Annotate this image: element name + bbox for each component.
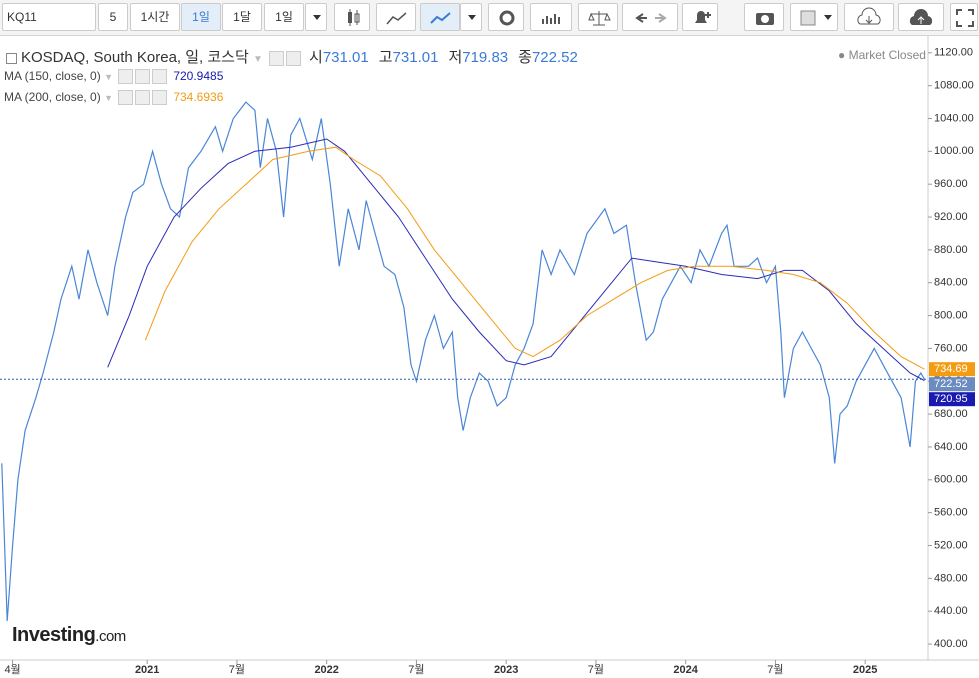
y-tick-label: 640.00 — [934, 441, 968, 453]
study-icon[interactable] — [118, 69, 134, 85]
ohlc-label: 저 — [448, 49, 463, 66]
y-tick-label: 920.00 — [934, 211, 968, 223]
study-row: MA (200, close, 0) ▼ 734.6936 — [4, 90, 224, 106]
candle-button[interactable] — [334, 3, 370, 31]
interval-button[interactable]: 1달 — [222, 3, 262, 31]
logo: Investing.com — [12, 624, 126, 647]
ohlc-value: 731.01 — [392, 49, 439, 66]
area-button[interactable] — [376, 3, 416, 31]
x-tick-label: 7월 — [767, 663, 783, 676]
fullscreen-button[interactable] — [950, 3, 978, 31]
load-button[interactable] — [844, 3, 894, 31]
chart-header: KOSDAQ, South Korea, 일, 코스닥 ▼ 시731.01 고73… — [6, 46, 588, 67]
ohlc-value: 722.52 — [531, 49, 578, 66]
symbol-input[interactable]: KQ11 — [2, 3, 96, 31]
price-label-box — [929, 377, 975, 392]
y-tick-label: 800.00 — [934, 309, 968, 321]
line-button[interactable] — [420, 3, 460, 31]
save-button[interactable] — [898, 3, 944, 31]
price-label: 720.95 — [934, 393, 968, 405]
y-tick-label: 880.00 — [934, 244, 968, 256]
study-icon[interactable] — [135, 90, 151, 106]
toolbar: KQ11 5 1시간 1일 1달 1일 — [0, 0, 979, 36]
y-tick-label: 1000.00 — [934, 145, 974, 157]
snapshot-button[interactable] — [744, 3, 784, 31]
market-status-text: Market Closed — [848, 48, 926, 62]
x-tick-label: 7월 — [408, 663, 424, 676]
study-value: 720.9485 — [173, 69, 224, 83]
y-tick-label: 600.00 — [934, 474, 968, 486]
y-tick-label: 1080.00 — [934, 80, 974, 92]
study-icon[interactable] — [135, 69, 151, 85]
study-icon[interactable] — [152, 90, 168, 106]
series-line — [1, 101, 925, 622]
logo-brand: Investing — [12, 624, 96, 646]
undo-redo[interactable] — [622, 3, 678, 31]
ohlc-label: 시 — [309, 49, 323, 66]
interval-button[interactable]: 1일 — [181, 3, 221, 31]
interval-dropdown[interactable] — [305, 3, 327, 31]
price-label: 734.69 — [934, 363, 968, 375]
x-tick-label: 2024 — [673, 664, 698, 676]
price-label-box — [929, 362, 975, 377]
x-tick-label: 7월 — [229, 663, 245, 676]
interval-button[interactable]: 1시간 — [130, 3, 180, 31]
study-label: MA (200, close, 0) — [4, 90, 101, 104]
ohlc-label: 고 — [378, 49, 393, 66]
y-tick-label: 440.00 — [934, 605, 968, 617]
x-tick-label: 2025 — [853, 664, 877, 676]
y-tick-label: 1040.00 — [934, 112, 974, 124]
y-tick-label: 1120.00 — [934, 47, 973, 59]
y-tick-label: 960.00 — [934, 178, 968, 190]
alert-button[interactable] — [682, 3, 718, 31]
price-label-box — [929, 392, 975, 407]
compare-button[interactable] — [578, 3, 618, 31]
series-line — [144, 146, 925, 370]
study-icon[interactable] — [152, 69, 168, 85]
price-label: 722.52 — [934, 378, 968, 390]
interval-button[interactable]: 1일 — [264, 3, 304, 31]
indicators-button[interactable] — [530, 3, 572, 31]
y-tick-label: 520.00 — [934, 539, 968, 551]
chart-type-dropdown[interactable] — [460, 3, 482, 31]
settings-button[interactable] — [488, 3, 524, 31]
series-line — [107, 138, 925, 381]
chart-title: KOSDAQ, South Korea, 일, 코스닥 — [21, 49, 249, 66]
market-status: ● Market Closed — [838, 48, 926, 62]
interval-button[interactable]: 5 — [98, 3, 128, 31]
x-tick-label: 7월 — [588, 663, 604, 676]
ohlc-label: 종 — [518, 49, 532, 66]
y-tick-label: 760.00 — [934, 342, 968, 354]
x-tick-label: 2023 — [494, 664, 518, 676]
color-picker[interactable] — [790, 3, 838, 31]
study-row: MA (150, close, 0) ▼ 720.9485 — [4, 69, 224, 85]
study-label: MA (150, close, 0) — [4, 69, 101, 83]
x-tick-label: 4월 — [4, 663, 20, 676]
y-tick-label: 840.00 — [934, 277, 968, 289]
x-tick-label: 2021 — [135, 664, 159, 676]
study-value: 734.6936 — [173, 90, 224, 104]
y-tick-label: 560.00 — [934, 507, 968, 519]
y-tick-label: 480.00 — [934, 572, 968, 584]
y-tick-label: 680.00 — [934, 408, 968, 420]
logo-suffix: .com — [95, 628, 126, 645]
plot-area — [1, 101, 925, 622]
x-tick-label: 2022 — [314, 664, 338, 676]
ohlc-value: 719.83 — [462, 49, 509, 66]
y-tick-label: 400.00 — [934, 638, 968, 650]
study-icon[interactable] — [118, 90, 134, 106]
ohlc-value: 731.01 — [322, 49, 369, 66]
